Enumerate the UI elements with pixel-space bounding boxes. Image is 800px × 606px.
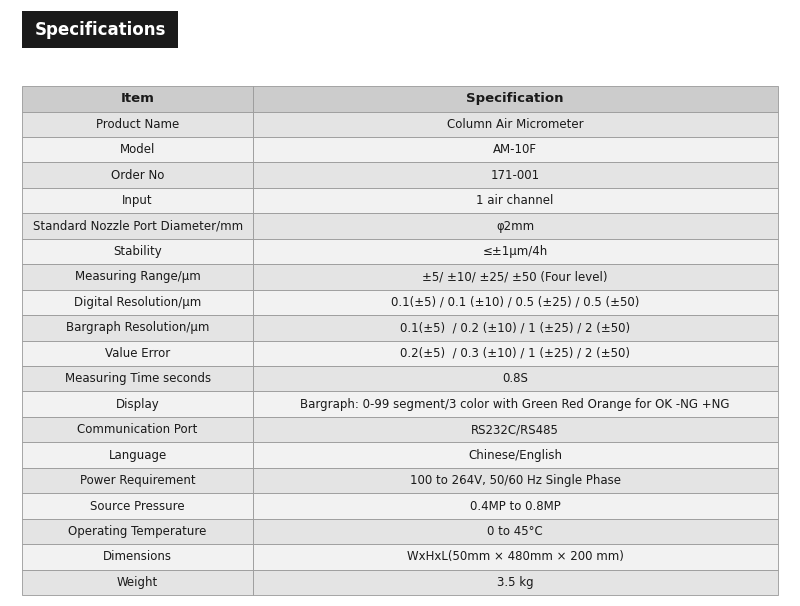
Text: Dimensions: Dimensions bbox=[103, 550, 172, 564]
Text: Weight: Weight bbox=[117, 576, 158, 589]
Bar bbox=[22, 570, 253, 595]
Bar bbox=[253, 341, 778, 366]
Bar bbox=[253, 264, 778, 290]
Text: Measuring Time seconds: Measuring Time seconds bbox=[65, 372, 210, 385]
Text: 1 air channel: 1 air channel bbox=[477, 194, 554, 207]
Bar bbox=[22, 366, 253, 391]
Bar bbox=[253, 468, 778, 493]
Text: 0.1(±5) / 0.1 (±10) / 0.5 (±25) / 0.5 (±50): 0.1(±5) / 0.1 (±10) / 0.5 (±25) / 0.5 (±… bbox=[391, 296, 639, 309]
Text: 100 to 264V, 50/60 Hz Single Phase: 100 to 264V, 50/60 Hz Single Phase bbox=[410, 474, 621, 487]
Bar bbox=[253, 442, 778, 468]
Bar bbox=[22, 264, 253, 290]
Text: Bargraph: 0-99 segment/3 color with Green Red Orange for OK -NG +NG: Bargraph: 0-99 segment/3 color with Gree… bbox=[301, 398, 730, 411]
Bar bbox=[22, 290, 253, 315]
Text: φ2mm: φ2mm bbox=[496, 219, 534, 233]
Text: Specification: Specification bbox=[466, 92, 564, 105]
Bar bbox=[253, 137, 778, 162]
Bar bbox=[253, 290, 778, 315]
Bar bbox=[22, 239, 253, 264]
Text: Column Air Micrometer: Column Air Micrometer bbox=[447, 118, 583, 131]
Text: ≤±1μm/4h: ≤±1μm/4h bbox=[482, 245, 548, 258]
Text: Language: Language bbox=[109, 448, 166, 462]
Bar bbox=[22, 417, 253, 442]
Text: Product Name: Product Name bbox=[96, 118, 179, 131]
Text: Order No: Order No bbox=[111, 168, 164, 182]
Text: Standard Nozzle Port Diameter/mm: Standard Nozzle Port Diameter/mm bbox=[33, 219, 242, 233]
Bar bbox=[22, 11, 178, 48]
Text: Input: Input bbox=[122, 194, 153, 207]
Bar bbox=[22, 162, 253, 188]
Bar bbox=[253, 417, 778, 442]
Bar bbox=[253, 86, 778, 112]
Bar bbox=[253, 162, 778, 188]
Bar bbox=[22, 468, 253, 493]
Text: RS232C/RS485: RS232C/RS485 bbox=[471, 423, 559, 436]
Text: 3.5 kg: 3.5 kg bbox=[497, 576, 534, 589]
Text: 171-001: 171-001 bbox=[490, 168, 540, 182]
Bar bbox=[22, 213, 253, 239]
Text: Power Requirement: Power Requirement bbox=[80, 474, 195, 487]
Text: Specifications: Specifications bbox=[34, 21, 166, 39]
Bar bbox=[253, 493, 778, 519]
Bar bbox=[22, 112, 253, 137]
Bar bbox=[253, 570, 778, 595]
Text: WxHxL(50mm × 480mm × 200 mm): WxHxL(50mm × 480mm × 200 mm) bbox=[406, 550, 624, 564]
Bar bbox=[22, 188, 253, 213]
Text: Source Pressure: Source Pressure bbox=[90, 499, 185, 513]
Text: Value Error: Value Error bbox=[105, 347, 170, 360]
Text: Digital Resolution/μm: Digital Resolution/μm bbox=[74, 296, 201, 309]
Text: 0.2(±5)  / 0.3 (±10) / 1 (±25) / 2 (±50): 0.2(±5) / 0.3 (±10) / 1 (±25) / 2 (±50) bbox=[400, 347, 630, 360]
Text: Model: Model bbox=[120, 143, 155, 156]
Bar bbox=[253, 213, 778, 239]
Bar bbox=[22, 315, 253, 341]
Text: 0 to 45°C: 0 to 45°C bbox=[487, 525, 543, 538]
Bar bbox=[22, 86, 253, 112]
Bar bbox=[253, 239, 778, 264]
Text: 0.4MP to 0.8MP: 0.4MP to 0.8MP bbox=[470, 499, 561, 513]
Bar bbox=[22, 519, 253, 544]
Bar bbox=[253, 188, 778, 213]
Bar bbox=[22, 544, 253, 570]
Text: Communication Port: Communication Port bbox=[78, 423, 198, 436]
Bar bbox=[253, 544, 778, 570]
Bar bbox=[253, 315, 778, 341]
Bar bbox=[253, 519, 778, 544]
Text: Chinese/English: Chinese/English bbox=[468, 448, 562, 462]
Bar bbox=[253, 112, 778, 137]
Text: AM-10F: AM-10F bbox=[493, 143, 537, 156]
Text: 0.1(±5)  / 0.2 (±10) / 1 (±25) / 2 (±50): 0.1(±5) / 0.2 (±10) / 1 (±25) / 2 (±50) bbox=[400, 321, 630, 335]
Bar bbox=[253, 366, 778, 391]
Text: Measuring Range/μm: Measuring Range/μm bbox=[74, 270, 201, 284]
Text: Operating Temperature: Operating Temperature bbox=[68, 525, 206, 538]
Text: Bargraph Resolution/μm: Bargraph Resolution/μm bbox=[66, 321, 210, 335]
Bar bbox=[22, 391, 253, 417]
Text: Stability: Stability bbox=[113, 245, 162, 258]
Bar bbox=[22, 493, 253, 519]
Text: Item: Item bbox=[121, 92, 154, 105]
Text: 0.8S: 0.8S bbox=[502, 372, 528, 385]
Bar bbox=[22, 442, 253, 468]
Text: Display: Display bbox=[116, 398, 159, 411]
Bar bbox=[22, 137, 253, 162]
Bar bbox=[253, 391, 778, 417]
Text: ±5/ ±10/ ±25/ ±50 (Four level): ±5/ ±10/ ±25/ ±50 (Four level) bbox=[422, 270, 608, 284]
Bar bbox=[22, 341, 253, 366]
